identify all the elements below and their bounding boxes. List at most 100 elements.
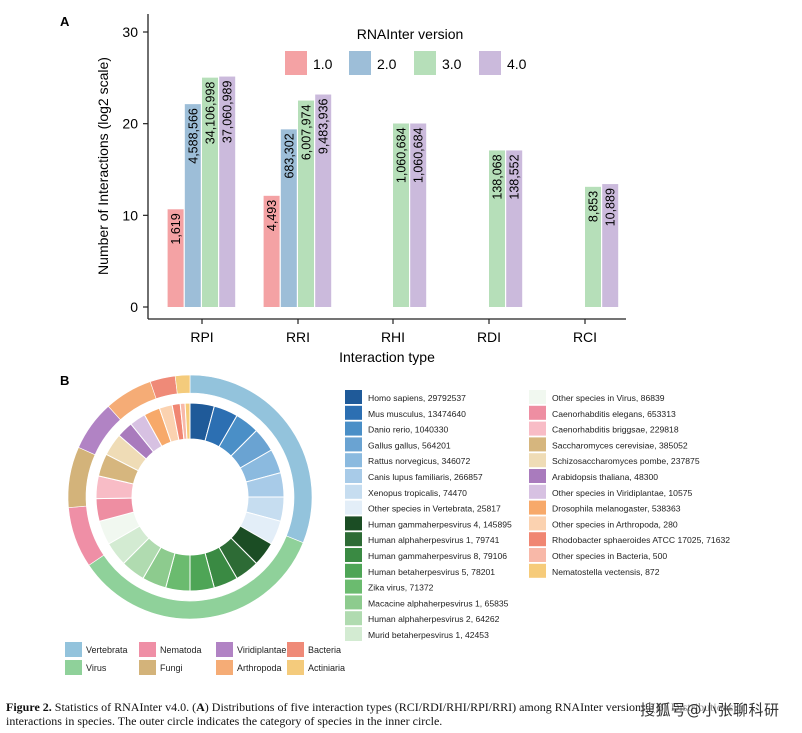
species-legend-swatch — [529, 532, 546, 547]
legend-swatch-v4.0 — [479, 51, 501, 75]
bar-data-label: 37,060,989 — [221, 81, 235, 144]
bar-rpi-v1.0 — [167, 209, 184, 307]
species-legend-swatch — [345, 484, 362, 499]
category-legend-swatch-viridiplantae — [216, 642, 233, 657]
species-legend-swatch — [529, 563, 546, 578]
caption-ref-a: A — [196, 700, 205, 714]
species-legend-swatch — [345, 469, 362, 483]
species-legend-swatch — [529, 421, 546, 436]
species-legend-swatch — [345, 595, 362, 610]
legend-swatch-v1.0 — [285, 51, 307, 75]
panel-b-donut-chart: B Homo sapiens, 29792537 Mus musculus, 134… — [60, 373, 730, 675]
species-legend-swatch — [529, 390, 546, 404]
species-legend-label: Other species in Bacteria, 500 — [552, 551, 667, 561]
species-legend-label: Human alphaherpesvirus 1, 79741 — [368, 535, 500, 545]
species-legend-swatch — [345, 532, 362, 547]
watermark: 搜狐号@小张聊科研 — [640, 700, 798, 720]
legend-label-v3.0: 3.0 — [442, 56, 462, 72]
species-legend-label: Murid betaherpesvirus 1, 42453 — [368, 630, 489, 640]
bar-data-label: 683,302 — [282, 133, 296, 178]
species-legend-label: Homo sapiens, 29792537 — [368, 393, 466, 403]
legend-label-v4.0: 4.0 — [507, 56, 527, 72]
bar-rhi-v4.0 — [410, 123, 427, 307]
x-tick-label-rci: RCI — [573, 329, 597, 345]
species-legend-swatch — [345, 548, 362, 562]
species-legend-swatch — [529, 405, 546, 420]
species-legend-swatch — [345, 453, 362, 468]
y-tick-label: 30 — [122, 24, 138, 40]
bar-data-label: 138,068 — [491, 154, 505, 199]
category-legend-label-viridiplantae: Viridiplantae — [237, 645, 286, 655]
y-tick-label: 10 — [122, 207, 138, 223]
legend-swatch-v2.0 — [349, 51, 371, 75]
species-legend-label: Gallus gallus, 564201 — [368, 440, 451, 450]
species-legend-label: Caenorhabditis elegans, 653313 — [552, 409, 676, 419]
bar-rri-v3.0 — [298, 100, 314, 307]
x-tick-label-rdi: RDI — [477, 329, 501, 345]
species-legend-label: Rattus norvegicus, 346072 — [368, 456, 470, 466]
bar-data-label: 6,007,974 — [300, 105, 314, 161]
bar-data-label: 4,588,566 — [186, 108, 200, 164]
category-legend-swatch-bacteria — [287, 642, 304, 657]
species-legend-swatch — [529, 453, 546, 468]
species-legend-swatch — [529, 548, 546, 562]
category-legend-swatch-arthropoda — [216, 660, 233, 675]
species-legend-label: Arabidopsis thaliana, 48300 — [552, 472, 658, 482]
figure-caption: Figure 2. Statistics of RNAInter v4.0. (… — [6, 700, 796, 728]
species-legend-label: Other species in Arthropoda, 280 — [552, 519, 678, 529]
species-legend-label: Macacine alphaherpesvirus 1, 65835 — [368, 598, 509, 608]
bar-rri-v4.0 — [315, 94, 332, 308]
species-legend-swatch — [529, 516, 546, 531]
bar-data-label: 10,889 — [604, 188, 618, 226]
species-legend-swatch — [345, 437, 362, 452]
species-legend-label: Other species in Vertebrata, 25817 — [368, 504, 501, 514]
bar-rdi-v3.0 — [489, 150, 505, 307]
species-legend-swatch — [345, 611, 362, 626]
species-legend-label: Human betaherpesvirus 5, 78201 — [368, 567, 495, 577]
legend-title: RNAInter version — [357, 26, 464, 42]
species-legend-label: Zika virus, 71372 — [368, 583, 434, 593]
species-legend-label: Saccharomyces cerevisiae, 385052 — [552, 440, 688, 450]
caption-text-2: ) Distributions of five interaction type… — [204, 700, 656, 714]
bar-rri-v2.0 — [280, 129, 297, 307]
caption-text-1: Statistics of RNAInter v4.0. ( — [51, 700, 197, 714]
panel-b-label: B — [60, 373, 69, 388]
legend-swatch-v3.0 — [414, 51, 436, 75]
category-legend-label-actiniaria: Actiniaria — [308, 663, 345, 673]
category-legend-label-virus: Virus — [86, 663, 107, 673]
category-legend-label-bacteria: Bacteria — [308, 645, 341, 655]
species-legend-swatch — [529, 484, 546, 499]
y-tick-label: 0 — [130, 299, 138, 315]
bar-rci-v4.0 — [602, 184, 619, 307]
species-legend-label: Human gammaherpesvirus 4, 145895 — [368, 519, 512, 529]
species-legend-label: Schizosaccharomyces pombe, 237875 — [552, 456, 700, 466]
species-legend-swatch — [345, 563, 362, 578]
bar-data-label: 1,060,684 — [395, 127, 409, 183]
species-legend-swatch — [529, 437, 546, 452]
bar-data-label: 34,106,998 — [204, 82, 218, 145]
category-legend-label-fungi: Fungi — [160, 663, 183, 673]
x-tick-label-rpi: RPI — [190, 329, 213, 345]
species-legend-label: Other species in Viridiplantae, 10575 — [552, 488, 693, 498]
species-legend-swatch — [345, 390, 362, 404]
category-legend-swatch-actiniaria — [287, 660, 304, 675]
bar-rhi-v3.0 — [393, 123, 409, 307]
inner-ring-segment — [184, 402, 191, 440]
panel-a-bar-chart: A 0 10 20 30 Number of Interactions (log2 sca… — [60, 14, 626, 365]
category-legend-swatch-fungi — [139, 660, 156, 675]
species-legend-label: Xenopus tropicalis, 74470 — [368, 488, 467, 498]
species-legend-swatch — [345, 579, 362, 594]
species-legend-swatch — [529, 469, 546, 483]
bar-data-label: 138,552 — [508, 154, 522, 199]
species-legend-label: Human gammaherpesvirus 8, 79106 — [368, 551, 507, 561]
caption-figure-label: Figure 2. — [6, 700, 52, 714]
species-legend-label: Other species in Virus, 86839 — [552, 393, 665, 403]
species-legend-label: Mus musculus, 13474640 — [368, 409, 466, 419]
species-legend-swatch — [345, 516, 362, 531]
x-tick-label-rhi: RHI — [381, 329, 405, 345]
y-tick-label: 20 — [122, 116, 138, 132]
bar-rpi-v3.0 — [202, 77, 218, 308]
species-legend-swatch — [345, 405, 362, 420]
bar-rpi-v4.0 — [219, 76, 236, 307]
bar-data-label: 9,483,936 — [317, 98, 331, 154]
